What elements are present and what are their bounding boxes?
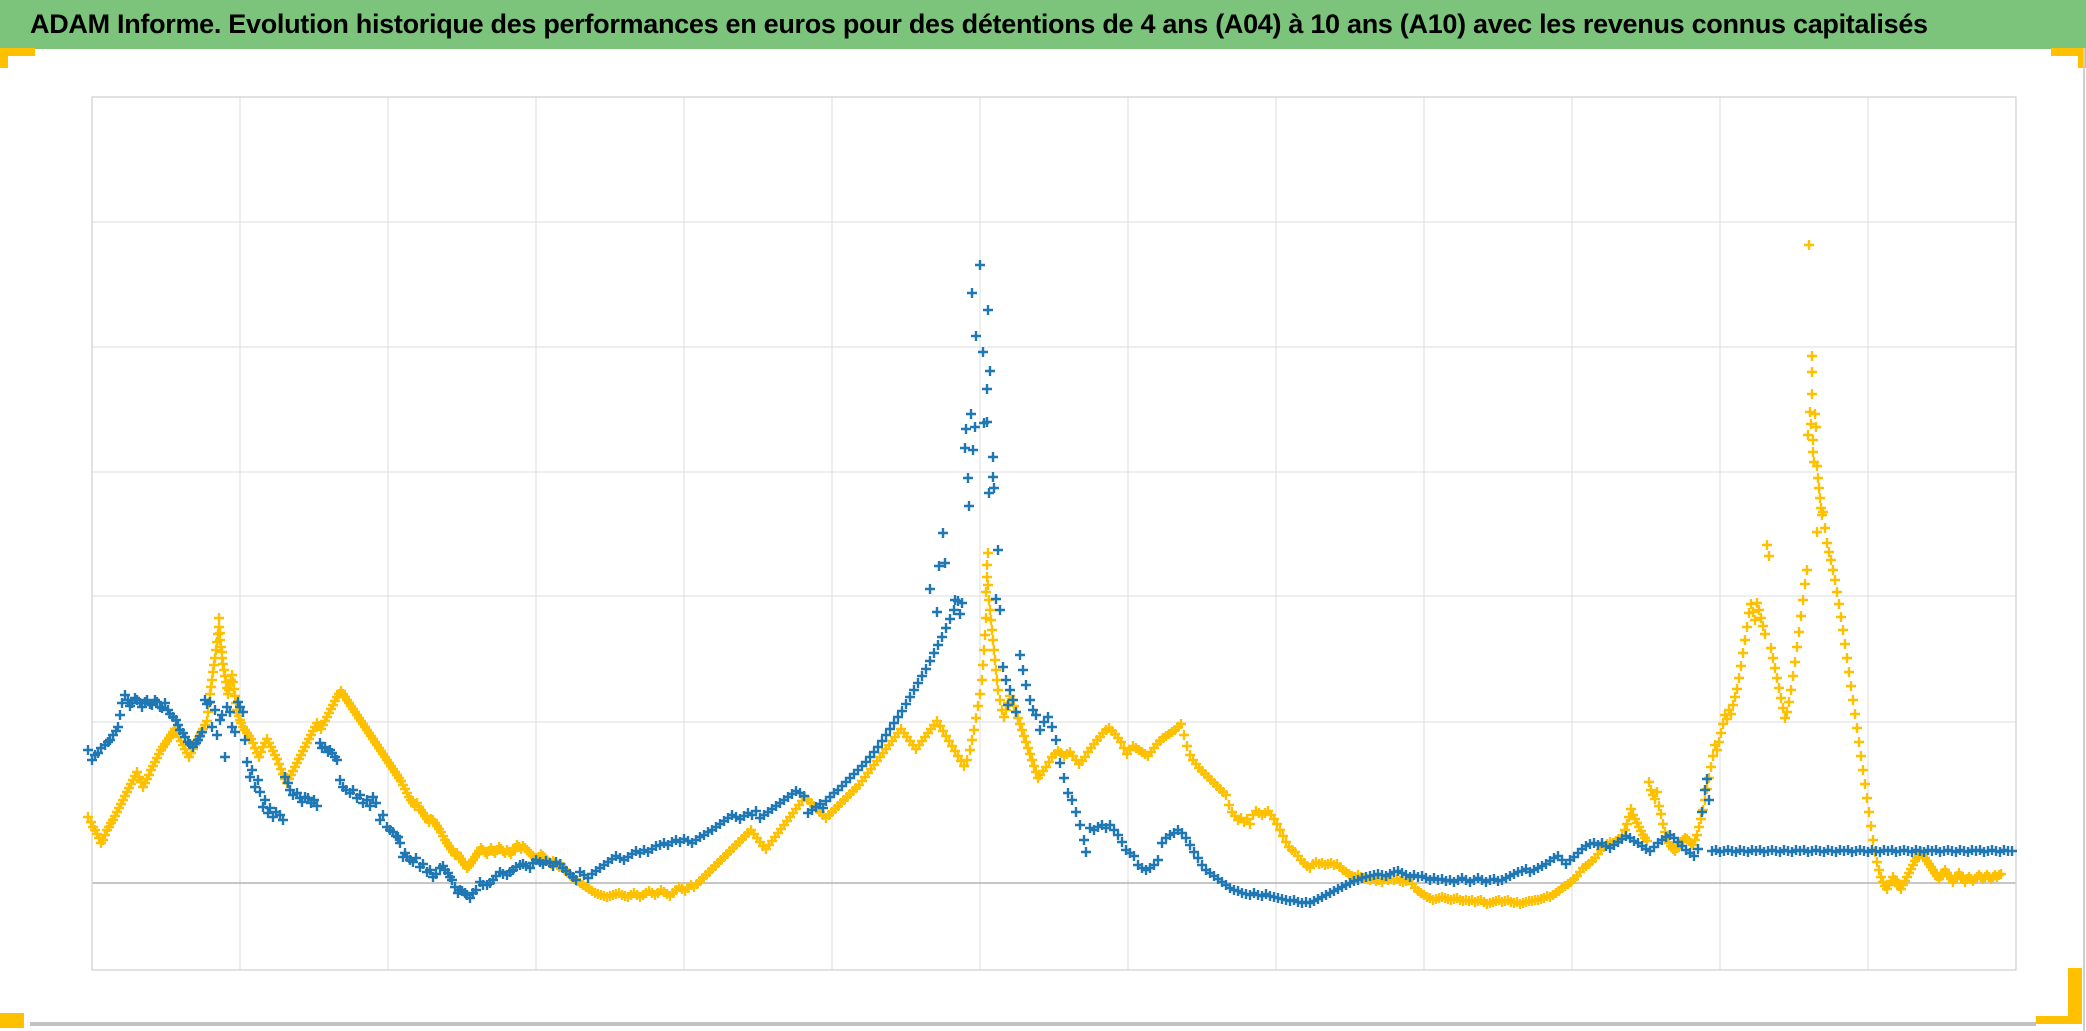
chart-title: ADAM Informe. Evolution historique des p…: [30, 9, 1928, 39]
title-bar: ADAM Informe. Evolution historique des p…: [0, 0, 2086, 49]
corner-accent-bottom-left: [0, 1013, 24, 1028]
corner-accent-top-left-v: [0, 48, 8, 68]
scatter-markers-gold-series: [83, 240, 2006, 909]
corner-accent-bottom-right-v: [2068, 968, 2082, 1024]
corner-accent-top-right-v: [2078, 48, 2086, 68]
plot-area-border: [91, 96, 2017, 971]
corner-accent-top-left-h: [0, 48, 35, 56]
right-window-border: [2083, 48, 2085, 1031]
corner-accent-top-right-h: [2051, 48, 2086, 56]
scatter-markers-blue-series: [83, 260, 2017, 908]
bottom-divider: [30, 1022, 2036, 1026]
corner-accent-bottom-right-h: [2036, 1016, 2082, 1024]
